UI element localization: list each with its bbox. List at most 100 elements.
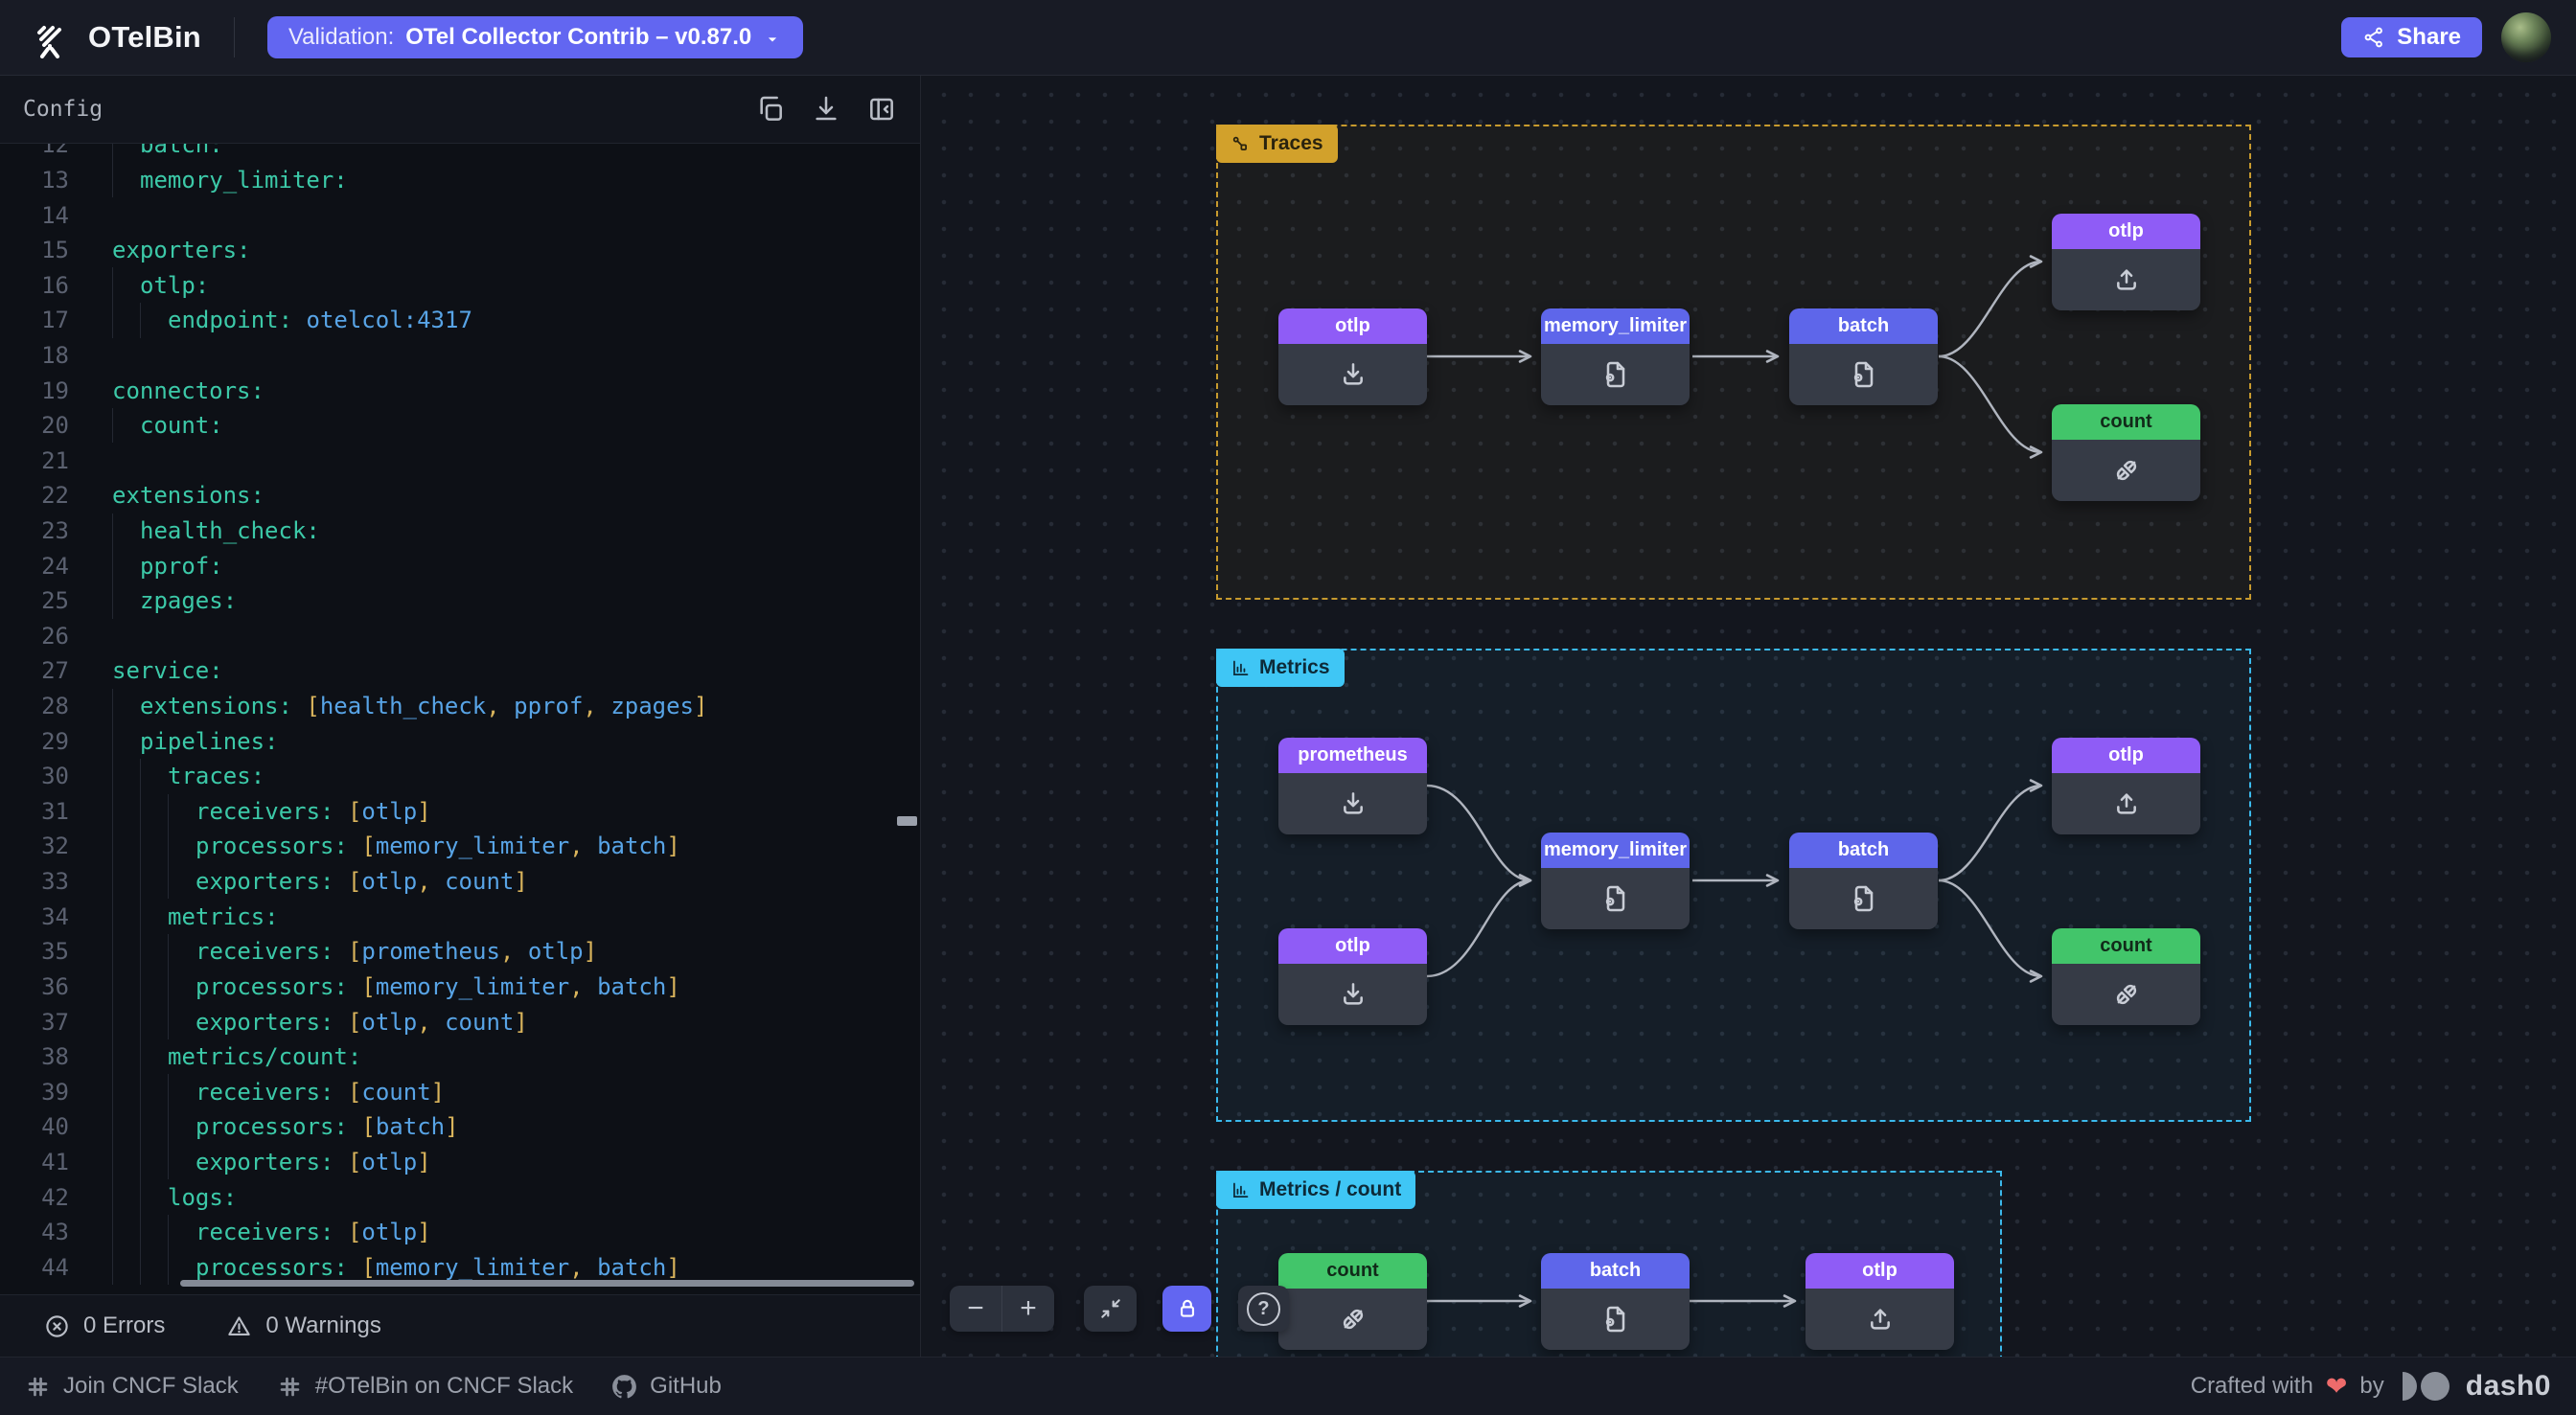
code-line[interactable]: 19connectors:	[0, 373, 920, 408]
code-line[interactable]: 15exporters:	[0, 233, 920, 268]
download-config-icon[interactable]	[811, 94, 841, 125]
line-number: 20	[0, 412, 69, 439]
connector-plug-icon	[2111, 455, 2142, 486]
code-line[interactable]: 31receivers: [otlp]	[0, 794, 920, 830]
node-metrics-count-otlp-exporter[interactable]: otlp	[1806, 1253, 1954, 1350]
collapse-panel-icon[interactable]	[866, 94, 897, 125]
code-line[interactable]: 40processors: [batch]	[0, 1109, 920, 1145]
node-label: memory_limiter	[1541, 308, 1690, 344]
code-line[interactable]: 37exporters: [otlp, count]	[0, 1004, 920, 1039]
node-metrics-memory-limiter[interactable]: memory_limiter	[1541, 833, 1690, 929]
node-traces-otlp-exporter[interactable]: otlp	[2052, 214, 2200, 310]
validation-dropdown[interactable]: Validation: OTel Collector Contrib – v0.…	[267, 16, 803, 58]
yaml-editor[interactable]: 12batch:13memory_limiter:1415exporters:1…	[0, 144, 920, 1294]
footer-link-label: #OTelBin on CNCF Slack	[315, 1373, 573, 1400]
code-line[interactable]: 23health_check:	[0, 514, 920, 549]
line-number: 15	[0, 237, 69, 263]
processor-file-gear-icon	[1600, 359, 1631, 390]
config-panel: Config 12batch:13memory_limiter:1415expo…	[0, 76, 921, 1357]
user-avatar[interactable]	[2501, 12, 2551, 62]
metrics-group-tag[interactable]: Metrics	[1216, 649, 1345, 687]
node-traces-otlp-receiver[interactable]: otlp	[1278, 308, 1427, 405]
code-line[interactable]: 25zpages:	[0, 583, 920, 619]
code-line[interactable]: 38metrics/count:	[0, 1039, 920, 1075]
code-line[interactable]: 43receivers: [otlp]	[0, 1215, 920, 1250]
code-line[interactable]: 32processors: [memory_limiter, batch]	[0, 829, 920, 864]
code-line[interactable]: 20count:	[0, 408, 920, 444]
warnings-status[interactable]: 0 Warnings	[226, 1312, 381, 1339]
errors-status[interactable]: 0 Errors	[44, 1312, 165, 1339]
code-line[interactable]: 30traces:	[0, 759, 920, 794]
code-line[interactable]: 18	[0, 338, 920, 374]
heart-icon: ❤	[2326, 1374, 2348, 1400]
share-icon	[2362, 26, 2385, 49]
app-header: OTelBin Validation: OTel Collector Contr…	[0, 0, 2576, 76]
code-line[interactable]: 22extensions:	[0, 478, 920, 514]
dash0-brand-name[interactable]: dash0	[2466, 1370, 2551, 1403]
node-metrics-batch[interactable]: batch	[1789, 833, 1938, 929]
receiver-download-icon	[1338, 359, 1368, 390]
code-line[interactable]: 13memory_limiter:	[0, 163, 920, 198]
node-metrics-count-batch[interactable]: batch	[1541, 1253, 1690, 1350]
code-line[interactable]: 21	[0, 443, 920, 478]
metrics-count-group-tag[interactable]: Metrics / count	[1216, 1171, 1415, 1209]
code-line[interactable]: 12batch:	[0, 144, 920, 163]
node-metrics-otlp-exporter[interactable]: otlp	[2052, 738, 2200, 834]
node-metrics-count-connector[interactable]: count	[2052, 928, 2200, 1025]
code-line[interactable]: 24pprof:	[0, 548, 920, 583]
config-panel-title: Config	[23, 97, 103, 122]
node-traces-memory-limiter[interactable]: memory_limiter	[1541, 308, 1690, 405]
node-metrics-otlp-receiver[interactable]: otlp	[1278, 928, 1427, 1025]
lock-icon	[1175, 1296, 1200, 1321]
code-line[interactable]: 17endpoint: otelcol:4317	[0, 303, 920, 338]
node-traces-count-connector[interactable]: count	[2052, 404, 2200, 501]
code-line[interactable]: 35receivers: [prometheus, otlp]	[0, 934, 920, 970]
slack-icon	[25, 1374, 51, 1400]
zoom-out-button[interactable]: −	[950, 1286, 1002, 1332]
line-number: 34	[0, 903, 69, 930]
line-number: 35	[0, 938, 69, 965]
code-line[interactable]: 34metrics:	[0, 899, 920, 934]
exporter-upload-icon	[1865, 1304, 1896, 1335]
node-traces-batch[interactable]: batch	[1789, 308, 1938, 405]
share-button[interactable]: Share	[2341, 17, 2482, 57]
zoom-in-button[interactable]: +	[1002, 1286, 1054, 1332]
node-label: otlp	[1278, 928, 1427, 964]
code-line[interactable]: 42logs:	[0, 1179, 920, 1215]
join-cncf-slack-link[interactable]: Join CNCF Slack	[25, 1373, 239, 1400]
line-number: 24	[0, 553, 69, 580]
code-line[interactable]: 33exporters: [otlp, count]	[0, 864, 920, 900]
code-line[interactable]: 14	[0, 197, 920, 233]
otelbin-app: OTelBin Validation: OTel Collector Contr…	[0, 0, 2576, 1415]
editor-horizontal-scrollbar[interactable]	[180, 1280, 914, 1287]
code-line[interactable]: 29pipelines:	[0, 723, 920, 759]
pipeline-canvas[interactable]: Traces Metrics Metrics / count	[921, 76, 2576, 1357]
code-line[interactable]: 36processors: [memory_limiter, batch]	[0, 970, 920, 1005]
dash0-logo-icon[interactable]	[2403, 1372, 2450, 1401]
editor-vertical-scrollbar[interactable]	[897, 816, 917, 826]
node-metrics-count-count-connector[interactable]: count	[1278, 1253, 1427, 1350]
credit-text: Crafted with	[2191, 1373, 2313, 1400]
traces-group-tag[interactable]: Traces	[1216, 125, 1338, 163]
copy-icon[interactable]	[755, 94, 786, 125]
line-number: 36	[0, 973, 69, 1000]
code-line[interactable]: 27service:	[0, 653, 920, 689]
code-line[interactable]: 39receivers: [count]	[0, 1074, 920, 1109]
validation-value: OTel Collector Contrib – v0.87.0	[405, 24, 751, 51]
node-metrics-prometheus-receiver[interactable]: prometheus	[1278, 738, 1427, 834]
code-line[interactable]: 28extensions: [health_check, pprof, zpag…	[0, 689, 920, 724]
help-button[interactable]: ?	[1238, 1286, 1289, 1332]
line-number: 41	[0, 1149, 69, 1175]
code-line[interactable]: 16otlp:	[0, 267, 920, 303]
fit-view-button[interactable]	[1084, 1286, 1137, 1332]
lock-button[interactable]	[1162, 1286, 1211, 1332]
code-line[interactable]: 26	[0, 619, 920, 654]
node-label: memory_limiter	[1541, 833, 1690, 868]
code-line[interactable]: 41exporters: [otlp]	[0, 1145, 920, 1180]
line-number: 27	[0, 657, 69, 684]
otelbin-slack-channel-link[interactable]: #OTelBin on CNCF Slack	[277, 1373, 573, 1400]
node-label: count	[2052, 404, 2200, 440]
github-link[interactable]: GitHub	[611, 1373, 722, 1400]
errors-count: 0 Errors	[83, 1312, 165, 1339]
warning-triangle-icon	[226, 1313, 252, 1339]
